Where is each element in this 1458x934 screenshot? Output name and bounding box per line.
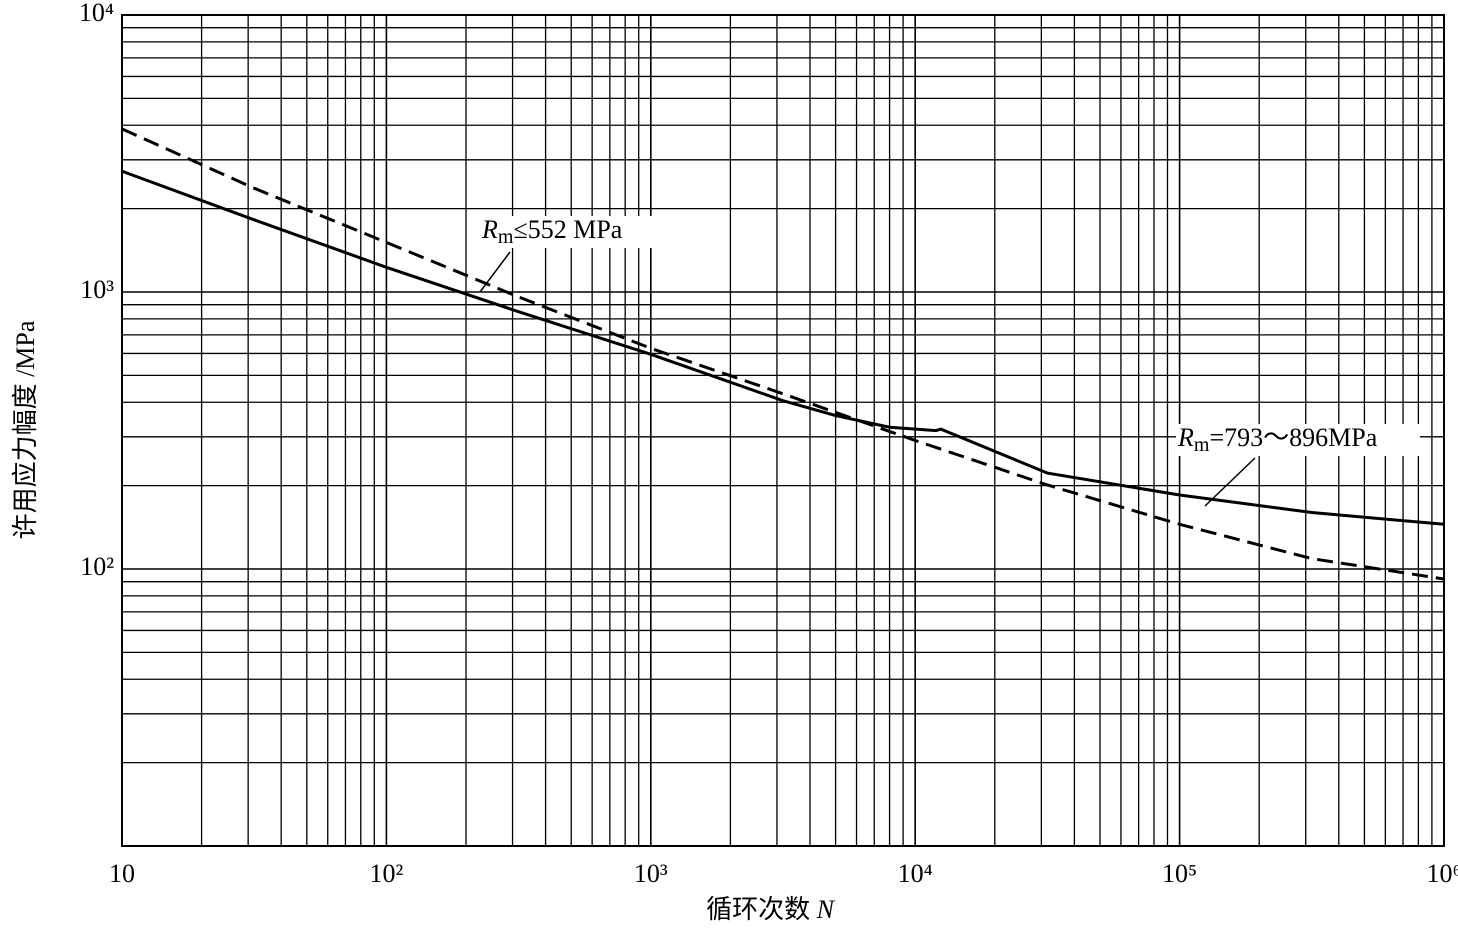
label-leader — [1204, 457, 1256, 507]
x-tick-label: 10³ — [634, 859, 668, 888]
series-label-symbol: R — [481, 215, 498, 244]
x-tick-label: 10 — [109, 859, 135, 888]
x-axis-label-symbol: N — [816, 895, 836, 924]
y-tick-label: 10⁴ — [79, 0, 114, 27]
series-label-text: ≤552 MPa — [513, 215, 622, 244]
series-label-subscript: m — [1194, 434, 1210, 456]
series-label: Rm=793～896MPa — [1177, 423, 1378, 456]
series-label-text: =793～896MPa — [1209, 423, 1377, 452]
series-label-subscript: m — [498, 226, 514, 248]
x-tick-label: 10⁶ — [1426, 859, 1458, 888]
plot-frame — [121, 14, 1445, 847]
x-tick-label: 10⁴ — [898, 859, 933, 888]
x-tick-label: 10² — [370, 859, 404, 888]
y-axis-label: 许用应力幅度 /MPa — [11, 320, 40, 539]
series-line — [121, 127, 1445, 581]
series-label: Rm≤552 MPa — [481, 215, 623, 248]
x-axis-label-text: 循环次数 — [706, 895, 810, 924]
label-bg — [480, 216, 664, 248]
series-label-symbol: R — [1177, 423, 1194, 452]
label-leader — [479, 251, 511, 293]
x-tick-label: 10⁵ — [1162, 859, 1197, 888]
y-tick-label: 10² — [80, 552, 114, 581]
series-line — [121, 169, 1445, 526]
label-bg — [1176, 424, 1420, 456]
x-axis-label: 循环次数 N — [706, 895, 836, 924]
y-tick-label: 10³ — [80, 275, 114, 304]
